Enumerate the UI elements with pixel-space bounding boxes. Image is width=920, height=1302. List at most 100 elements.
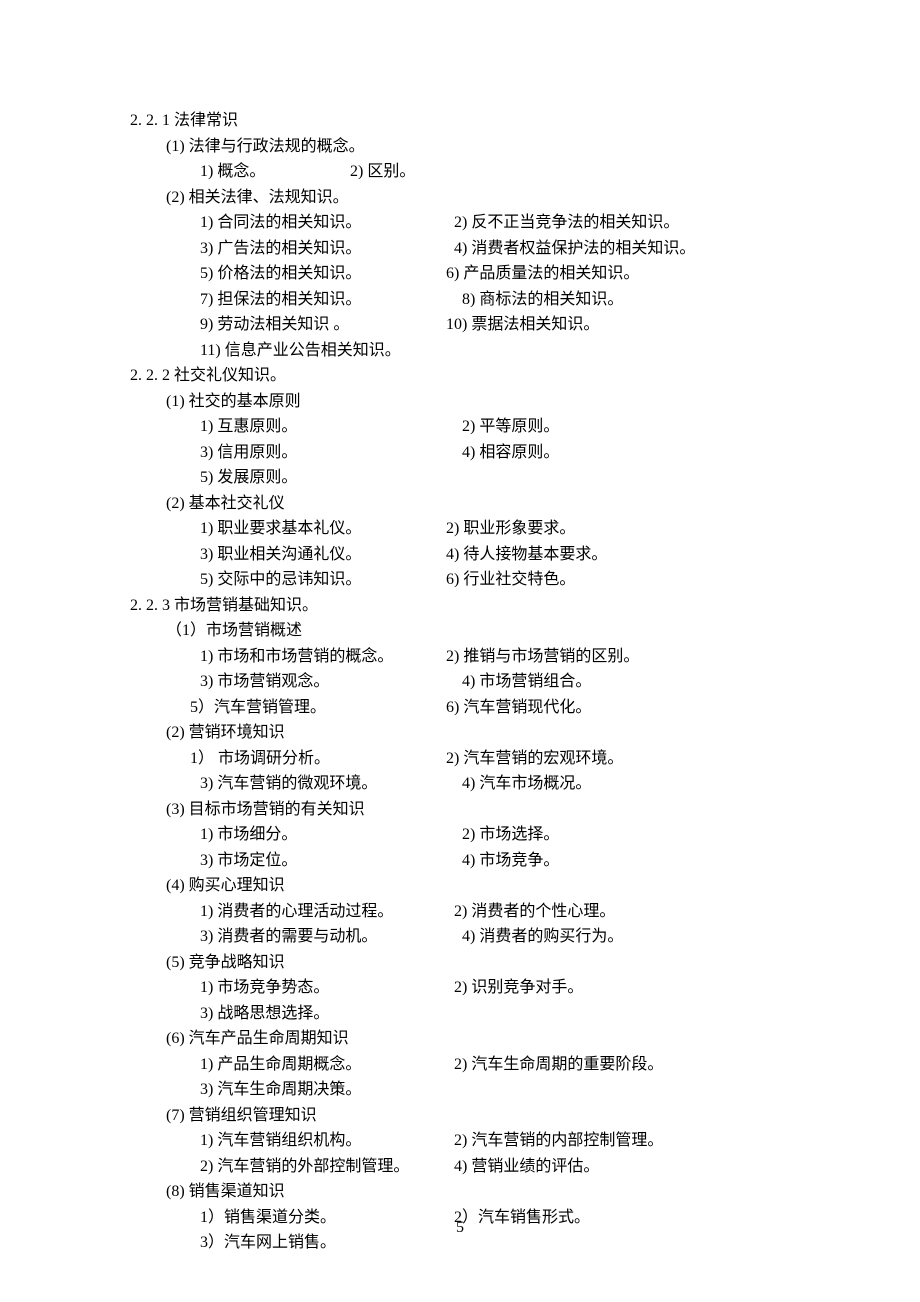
outline-item-right: 2) 汽车生命周期的重要阶段。 [454, 1052, 663, 1078]
outline-item-right: 6) 产品质量法的相关知识。 [446, 261, 639, 287]
outline-line: 2) 汽车营销的外部控制管理。 4) 营销业绩的评估。 [130, 1154, 790, 1180]
outline-line: 3) 广告法的相关知识。 4) 消费者权益保护法的相关知识。 [130, 236, 790, 262]
outline-item-left: 3) 市场营销观念。 [200, 669, 462, 695]
outline-line: (6) 汽车产品生命周期知识 [130, 1026, 790, 1052]
outline-line: 1) 产品生命周期概念。2) 汽车生命周期的重要阶段。 [130, 1052, 790, 1078]
outline-line: (2) 基本社交礼仪 [130, 491, 790, 517]
outline-item-left: 1) 合同法的相关知识。 [200, 210, 454, 236]
outline-item-left: (8) 销售渠道知识 [166, 1179, 285, 1205]
outline-line: 3) 职业相关沟通礼仪。4) 待人接物基本要求。 [130, 542, 790, 568]
outline-item-right: 4) 消费者的购买行为。 [462, 924, 623, 950]
outline-line: 1) 互惠原则。2) 平等原则。 [130, 414, 790, 440]
outline-item-left: 5) 发展原则。 [200, 465, 297, 491]
outline-item-left: 2) 汽车营销的外部控制管理。 [200, 1154, 454, 1180]
outline-line: (2) 相关法律、法规知识。 [130, 185, 790, 211]
outline-item-left: 5) 交际中的忌讳知识。 [200, 567, 446, 593]
outline-item-left: 9) 劳动法相关知识 。 [200, 312, 446, 338]
outline-item-left: 1) 消费者的心理活动过程。 [200, 899, 454, 925]
outline-line: 9) 劳动法相关知识 。10) 票据法相关知识。 [130, 312, 790, 338]
outline-line: (8) 销售渠道知识 [130, 1179, 790, 1205]
outline-item-left: 3) 职业相关沟通礼仪。 [200, 542, 446, 568]
outline-item-left: 11) 信息产业公告相关知识。 [200, 338, 401, 364]
outline-line: （1）市场营销概述 [130, 618, 790, 644]
outline-item-left: 1) 互惠原则。 [200, 414, 462, 440]
outline-line: 1） 市场调研分析。2) 汽车营销的宏观环境。 [130, 746, 790, 772]
outline-item-right: 4) 消费者权益保护法的相关知识。 [454, 236, 695, 262]
outline-item-right: 2) 汽车营销的内部控制管理。 [454, 1128, 663, 1154]
outline-item-left: 5）汽车营销管理。 [190, 695, 446, 721]
outline-item-left: 3) 战略思想选择。 [200, 1001, 329, 1027]
outline-item-left: (5) 竞争战略知识 [166, 950, 285, 976]
outline-item-right: 2) 职业形象要求。 [446, 516, 575, 542]
outline-line: (1) 社交的基本原则 [130, 389, 790, 415]
outline-item-right: 2) 消费者的个性心理。 [454, 899, 615, 925]
outline-item-right: 4) 市场竞争。 [462, 848, 559, 874]
outline-line: (4) 购买心理知识 [130, 873, 790, 899]
outline-line: 7) 担保法的相关知识。8) 商标法的相关知识。 [130, 287, 790, 313]
outline-item-left: 1) 市场竞争势态。 [200, 975, 454, 1001]
outline-item-left: 1) 市场细分。 [200, 822, 462, 848]
outline-item-left: (4) 购买心理知识 [166, 873, 285, 899]
outline-line: 1) 合同法的相关知识。2) 反不正当竞争法的相关知识。 [130, 210, 790, 236]
outline-item-left: 1) 市场和市场营销的概念。 [200, 644, 446, 670]
outline-item-left: 2. 2. 3 市场营销基础知识。 [130, 593, 318, 619]
outline-item-left: 1) 汽车营销组织机构。 [200, 1128, 454, 1154]
outline-item-left: 3) 市场定位。 [200, 848, 462, 874]
outline-line: 1) 市场细分。2) 市场选择。 [130, 822, 790, 848]
outline-item-left: (2) 基本社交礼仪 [166, 491, 285, 517]
outline-line: 1) 汽车营销组织机构。2) 汽车营销的内部控制管理。 [130, 1128, 790, 1154]
outline-item-right: 10) 票据法相关知识。 [446, 312, 599, 338]
outline-line: 1) 市场竞争势态。2) 识别竞争对手。 [130, 975, 790, 1001]
outline-item-right: 4) 汽车市场概况。 [462, 771, 591, 797]
outline-item-left: (7) 营销组织管理知识 [166, 1103, 317, 1129]
outline-line: 3) 汽车生命周期决策。 [130, 1077, 790, 1103]
outline-line: 3) 信用原则。4) 相容原则。 [130, 440, 790, 466]
outline-content: 2. 2. 1 法律常识(1) 法律与行政法规的概念。1) 概念。2) 区别。(… [130, 108, 790, 1256]
outline-item-left: 1) 概念。 [200, 159, 350, 185]
outline-line: (5) 竞争战略知识 [130, 950, 790, 976]
outline-line: 1) 消费者的心理活动过程。2) 消费者的个性心理。 [130, 899, 790, 925]
outline-line: (1) 法律与行政法规的概念。 [130, 134, 790, 160]
outline-item-left: (1) 社交的基本原则 [166, 389, 301, 415]
outline-item-right: 2) 区别。 [350, 159, 415, 185]
outline-item-left: (3) 目标市场营销的有关知识 [166, 797, 365, 823]
outline-line: 5）汽车营销管理。6) 汽车营销现代化。 [130, 695, 790, 721]
outline-item-right: 2) 平等原则。 [462, 414, 559, 440]
outline-line: 5) 价格法的相关知识。6) 产品质量法的相关知识。 [130, 261, 790, 287]
outline-line: 1) 市场和市场营销的概念。 2) 推销与市场营销的区别。 [130, 644, 790, 670]
outline-item-left: 2. 2. 2 社交礼仪知识。 [130, 363, 286, 389]
outline-line: 3) 战略思想选择。 [130, 1001, 790, 1027]
outline-item-right: 2) 识别竞争对手。 [454, 975, 583, 1001]
outline-line: 2. 2. 2 社交礼仪知识。 [130, 363, 790, 389]
outline-item-left: 3) 广告法的相关知识。 [200, 236, 454, 262]
outline-line: 3) 市场营销观念。4) 市场营销组合。 [130, 669, 790, 695]
outline-item-right: 6) 行业社交特色。 [446, 567, 575, 593]
outline-line: (2) 营销环境知识 [130, 720, 790, 746]
outline-line: 3) 汽车营销的微观环境。 4) 汽车市场概况。 [130, 771, 790, 797]
outline-line: 5) 交际中的忌讳知识。6) 行业社交特色。 [130, 567, 790, 593]
outline-item-right: 4) 待人接物基本要求。 [446, 542, 607, 568]
outline-line: (3) 目标市场营销的有关知识 [130, 797, 790, 823]
outline-item-right: 2) 反不正当竞争法的相关知识。 [454, 210, 679, 236]
outline-item-right: 4) 相容原则。 [462, 440, 559, 466]
outline-item-right: 6) 汽车营销现代化。 [446, 695, 591, 721]
document-page: 2. 2. 1 法律常识(1) 法律与行政法规的概念。1) 概念。2) 区别。(… [0, 0, 920, 1302]
outline-item-left: (2) 相关法律、法规知识。 [166, 185, 349, 211]
page-number: 5 [0, 1215, 920, 1241]
outline-line: 5) 发展原则。 [130, 465, 790, 491]
outline-item-left: (2) 营销环境知识 [166, 720, 285, 746]
outline-item-left: (1) 法律与行政法规的概念。 [166, 134, 365, 160]
outline-item-left: 2. 2. 1 法律常识 [130, 108, 238, 134]
outline-item-left: 5) 价格法的相关知识。 [200, 261, 446, 287]
outline-line: 1) 概念。2) 区别。 [130, 159, 790, 185]
outline-item-left: (6) 汽车产品生命周期知识 [166, 1026, 349, 1052]
outline-line: 2. 2. 1 法律常识 [130, 108, 790, 134]
outline-line: 11) 信息产业公告相关知识。 [130, 338, 790, 364]
outline-line: 1) 职业要求基本礼仪。2) 职业形象要求。 [130, 516, 790, 542]
outline-item-right: 8) 商标法的相关知识。 [462, 287, 623, 313]
outline-line: 2. 2. 3 市场营销基础知识。 [130, 593, 790, 619]
outline-item-left: （1）市场营销概述 [166, 618, 302, 644]
outline-item-right: 2) 市场选择。 [462, 822, 559, 848]
outline-item-left: 3) 信用原则。 [200, 440, 462, 466]
outline-line: 3) 市场定位。4) 市场竞争。 [130, 848, 790, 874]
